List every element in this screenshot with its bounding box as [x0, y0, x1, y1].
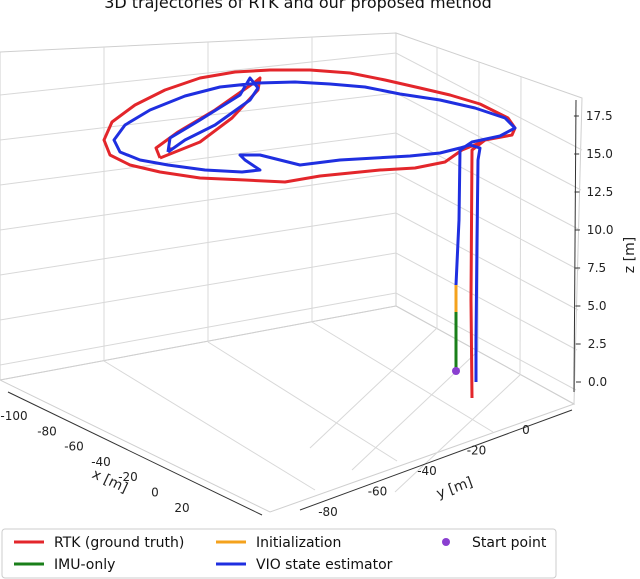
z-axis-label: z [m] [622, 237, 638, 273]
vio-trajectory [112, 76, 517, 382]
x-tick-label: -40 [91, 455, 111, 469]
legend-label: RTK (ground truth) [54, 535, 184, 551]
start-point-marker [452, 367, 460, 375]
z-tick-label: 10.0 [587, 223, 614, 237]
z-tick-label: 7.5 [587, 261, 606, 275]
z-tick-label: 15.0 [586, 147, 613, 161]
y-axis: -80 -60 -40 -20 0 y [m] [299, 409, 573, 519]
z-tick-label: 0.0 [588, 375, 607, 389]
z-tick-label: 5.0 [587, 299, 606, 313]
x-tick-label: -100 [0, 409, 27, 423]
y-tick-label: -80 [318, 505, 338, 519]
legend-label: Start point [472, 535, 547, 551]
legend-label: Initialization [256, 535, 341, 551]
y-tick-label: -60 [368, 485, 388, 499]
x-tick-label: 20 [174, 501, 189, 515]
y-tick-label: -20 [467, 444, 487, 458]
z-tick-label: 17.5 [586, 109, 613, 123]
y-axis-label: y [m] [434, 474, 475, 502]
x-tick-label: 0 [151, 486, 159, 500]
legend-label: VIO state estimator [256, 557, 393, 573]
x-tick-label: -80 [37, 424, 57, 438]
y-tick-label: 0 [522, 423, 530, 437]
legend: RTK (ground truth) IMU-only Initialization… [1, 528, 557, 579]
z-axis: 0.0 2.5 5.0 7.5 10.0 12.5 15.0 17.5 z [m] [573, 99, 638, 393]
trajectories [102, 68, 517, 399]
z-tick-label: 12.5 [587, 185, 614, 199]
x-tick-label: -20 [118, 470, 138, 484]
chart-title: 3D trajectories of RTK and our proposed … [104, 0, 492, 12]
x-tick-label: -60 [64, 440, 84, 454]
legend-swatch [442, 538, 450, 546]
grid-panes [0, 32, 583, 513]
y-tick-label: -40 [417, 464, 437, 478]
z-tick-label: 2.5 [588, 337, 607, 351]
legend-label: IMU-only [54, 557, 115, 573]
